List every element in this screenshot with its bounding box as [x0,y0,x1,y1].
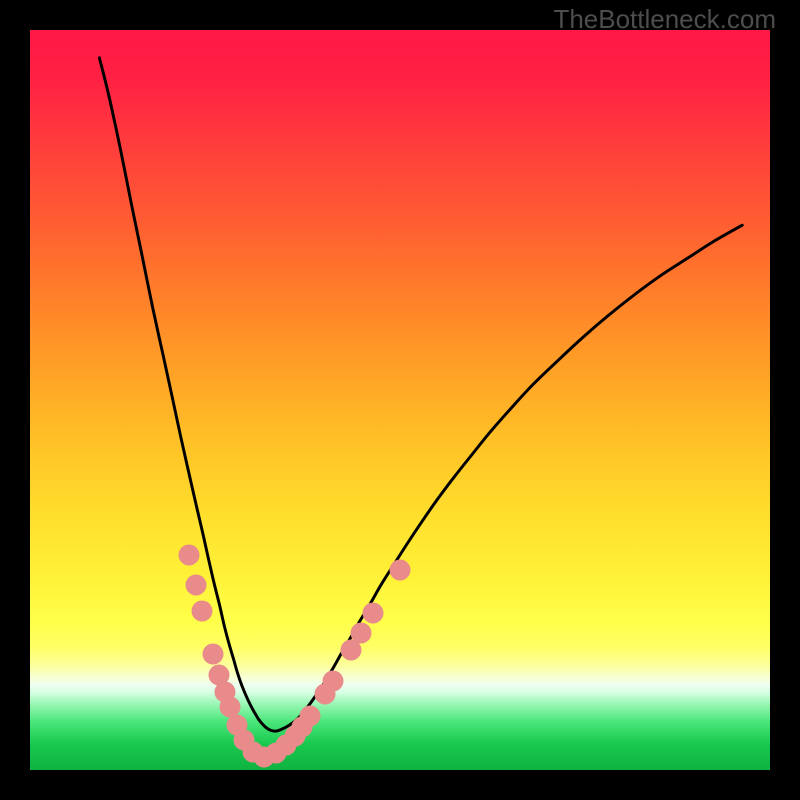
data-marker [351,623,372,644]
data-marker [363,603,384,624]
data-marker [186,575,207,596]
data-marker [192,601,213,622]
watermark-text: TheBottleneck.com [553,4,776,35]
data-marker [179,545,200,566]
bottleneck-curve [99,58,742,731]
data-marker [203,644,224,665]
data-marker [323,671,344,692]
curve-layer [30,30,770,770]
plot-area [30,30,770,770]
data-marker [390,560,411,581]
data-marker [300,706,321,727]
chart-frame [0,0,800,800]
